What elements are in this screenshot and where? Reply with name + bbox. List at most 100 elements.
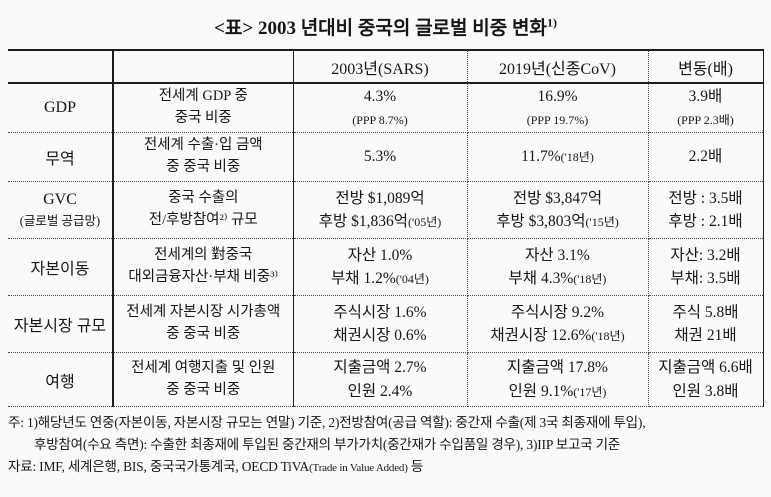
source-text: 자료: IMF, 세계은행, BIS, 중국국가통계국, OECD TiVA <box>8 458 310 474</box>
cell-line: 중국 수출의 <box>168 190 239 207</box>
cell-line: 중 중국 비중 <box>166 159 241 175</box>
source-line: 자료: IMF, 세계은행, BIS, 중국국가통계국, OECD TiVA(T… <box>8 456 771 478</box>
cell-line: 자산 3.1% <box>525 246 590 264</box>
cell-line: 전/후방참여²⁾ 규모 <box>148 212 258 228</box>
cell-line: (PPP 19.7%) <box>526 113 589 127</box>
cell-line: (PPP 8.7%) <box>352 113 408 127</box>
cell-line: 지출금액 17.8% <box>507 359 608 377</box>
cell-line: 후방 $1,836억('05년) <box>318 213 442 230</box>
header-change: 변동(배) <box>648 49 764 84</box>
cell-desc: 전세계 자본시장 시가총액 중 중국 비중 <box>113 295 294 353</box>
row-label-text: 자본이동 <box>30 261 90 278</box>
cell-line: 지출금액 2.7% <box>333 359 427 377</box>
row-label-capital-market: 자본시장 규모 <box>8 295 114 353</box>
table-title-text: <표> 2003 년대비 중국의 글로벌 비중 변화 <box>214 18 547 39</box>
cell-2003: 4.3% (PPP 8.7%) <box>293 83 468 133</box>
table-title: <표> 2003 년대비 중국의 글로벌 비중 변화1) <box>0 0 771 40</box>
source-parenthetical: (Trade in Value Added) <box>309 461 408 474</box>
cell-line: 주식 5.8배 <box>672 303 739 321</box>
cell-line: 11.7%('18년) <box>521 148 594 166</box>
cell-line: 후방 : 2.1배 <box>668 213 743 230</box>
header-row: 2003년(SARS) 2019년(신종CoV) 변동(배) <box>8 49 764 84</box>
row-label-travel: 여행 <box>8 352 114 407</box>
cell-line: 주식시장 9.2% <box>510 303 605 321</box>
footnote-line-1: 주: 1)해당년도 연중(자본이동, 자본시장 규모는 연말) 기준, 2)전방… <box>8 415 646 430</box>
cell-line: 채권시장 12.6%('18년) <box>490 327 625 344</box>
cell-line: 전세계의 對중국 <box>154 247 253 264</box>
cell-line: 전세계 자본시장 시가총액 <box>126 304 281 321</box>
row-label-capital-flow: 자본이동 <box>8 238 114 296</box>
cell-line: 중 중국 비중 <box>166 381 241 398</box>
cell-line: 인원 2.4% <box>347 382 413 400</box>
cell-line: (PPP 2.3배) <box>677 113 734 127</box>
cell-line: 채권 21배 <box>674 327 737 344</box>
row-label-text: 여행 <box>45 373 75 391</box>
cell-line: 전세계 GDP 중 <box>158 88 248 105</box>
cell-2003: 지출금액 2.7% 인원 2.4% <box>293 352 468 407</box>
cell-2019: 16.9% (PPP 19.7%) <box>467 83 649 133</box>
cell-line: 2.2배 <box>688 148 723 166</box>
cell-line: 3.9배 <box>688 87 723 105</box>
footnotes: 주: 1)해당년도 연중(자본이동, 자본시장 규모는 연말) 기준, 2)전방… <box>8 412 771 478</box>
cell-2003: 주식시장 1.6% 채권시장 0.6% <box>293 295 468 353</box>
cell-line: 전세계 수출·입 금액 <box>143 137 263 154</box>
cell-line: 중국 비중 <box>174 110 232 126</box>
cell-line: 후방 $3,803억('15년) <box>496 213 619 230</box>
header-empty-label <box>8 49 114 84</box>
cell-change: 2.2배 <box>648 132 764 182</box>
cell-line: 지출금액 6.6배 <box>658 359 753 377</box>
cell-2003: 자산 1.0% 부채 1.2%('04년) <box>293 238 468 296</box>
cell-line: 전방 : 3.5배 <box>668 189 743 207</box>
cell-line: 채권시장 0.6% <box>333 327 427 344</box>
cell-line: 부채: 3.5배 <box>670 270 741 287</box>
row-label-trade: 무역 <box>8 132 114 182</box>
cell-line: 5.3% <box>363 148 397 166</box>
row-label-text: 자본시장 규모 <box>13 318 107 335</box>
footnote-line-2: 후방참여(수요 측면): 수출한 최종재에 투입된 중간재의 부가가치(중간재가… <box>34 436 621 452</box>
cell-2003: 5.3% <box>293 132 468 182</box>
cell-line: 4.3% <box>363 87 397 105</box>
cell-line: 인원 3.8배 <box>672 382 739 400</box>
cell-line: 자산: 3.2배 <box>670 246 741 264</box>
row-label-text: GDP <box>43 99 76 116</box>
header-2003: 2003년(SARS) <box>293 49 468 84</box>
cell-line: 자산 1.0% <box>347 246 413 264</box>
cell-2019: 11.7%('18년) <box>467 132 649 182</box>
cell-line: 16.9% <box>537 87 578 105</box>
cell-change: 3.9배 (PPP 2.3배) <box>648 83 764 133</box>
cell-line: 부채 4.3%('18년) <box>508 270 607 287</box>
cell-2019: 주식시장 9.2% 채권시장 12.6%('18년) <box>467 295 649 353</box>
row-label-gdp: GDP <box>8 83 114 133</box>
cell-2019: 자산 3.1% 부채 4.3%('18년) <box>467 238 649 296</box>
cell-line: 대외금융자산·부채 비중³⁾ <box>128 269 279 285</box>
cell-2019: 지출금액 17.8% 인원 9.1%('17년) <box>467 352 649 407</box>
row-label-gvc: GVC (글로벌 공급망) <box>8 181 114 239</box>
cell-line: 전세계 여행지출 및 인원 <box>131 359 276 376</box>
cell-line: 주식시장 1.6% <box>333 303 427 321</box>
header-2019: 2019년(신종CoV) <box>467 49 649 84</box>
comparison-table: 2003년(SARS) 2019년(신종CoV) 변동(배) GDP 전세계 G… <box>8 49 764 407</box>
row-sublabel-text: (글로벌 공급망) <box>19 214 101 228</box>
header-empty-desc <box>113 49 294 84</box>
row-label-text: 무역 <box>45 151 75 168</box>
cell-line: 전방 $1,089억 <box>335 189 425 207</box>
title-footnote-marker: 1) <box>546 15 557 30</box>
cell-line: 전방 $3,847억 <box>512 189 603 207</box>
row-label-text: GVC <box>43 191 77 208</box>
